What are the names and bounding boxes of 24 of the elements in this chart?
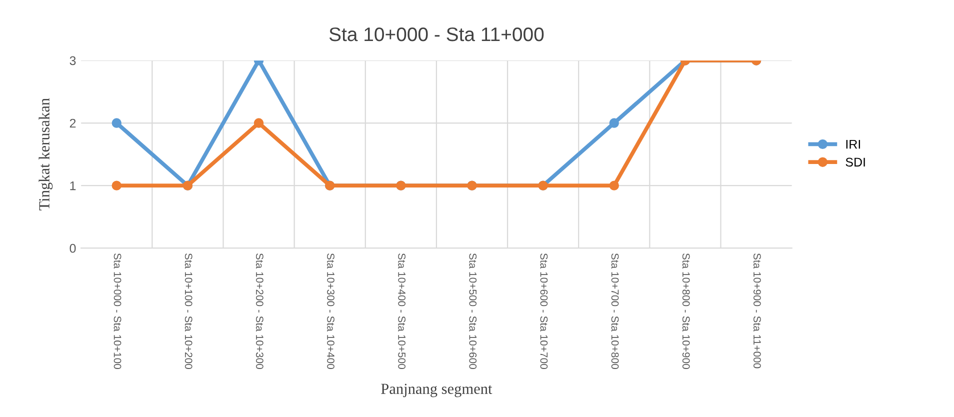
point [609,118,619,128]
x-tick-label: Sta 10+200 - Sta 10+300 [256,253,264,369]
point [112,118,122,128]
x-tick-label: Sta 10+600 - Sta 10+700 [540,253,548,369]
x-tick-label: Sta 10+100 - Sta 10+200 [184,253,192,369]
x-tick-label: Sta 10+900 - Sta 11+000 [753,253,761,368]
y-tick-label: 3 [70,56,76,66]
legend-label: SDI [846,158,865,167]
y-tick-label: 0 [70,244,76,253]
x-tick-label: Sta 10+500 - Sta 10+600 [469,253,477,369]
x-tick-label: Sta 10+400 - Sta 10+500 [398,253,406,369]
point [254,118,264,128]
x-axis-title: Panjnang segment [381,384,492,398]
x-tick-label: Sta 10+300 - Sta 10+400 [327,253,334,369]
y-tick-label: 1 [70,181,76,190]
chart-title: Sta 10+000 - Sta 11+000 [329,27,544,42]
x-tick-label: Sta 10+700 - Sta 10+800 [611,253,619,369]
x-tick-label: Sta 10+800 - Sta 10+900 [682,253,690,369]
legend-label: IRI [846,140,860,149]
point [609,180,619,190]
point [112,180,122,190]
y-axis-title: Tingkat kerusakan [38,98,53,210]
y-tick-label: 2 [70,118,76,128]
x-tick-label: Sta 10+000 - Sta 10+100 [114,253,122,369]
